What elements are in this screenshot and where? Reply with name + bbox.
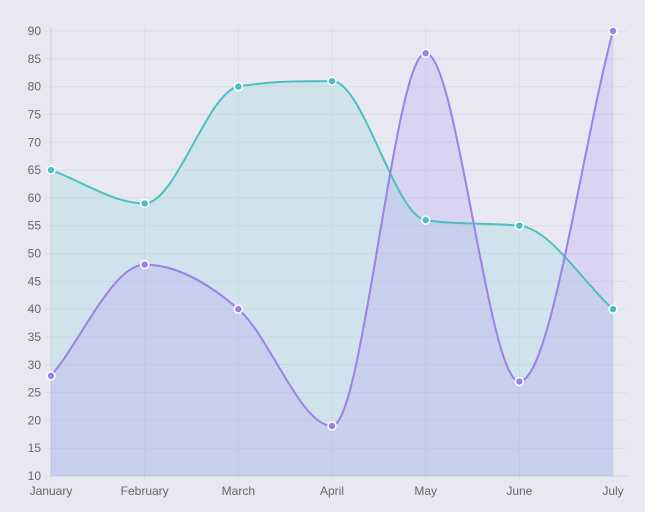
x-tick-label: March [222,484,255,498]
x-tick-label: July [602,484,623,498]
series-1-point[interactable] [139,198,150,209]
series-points [46,26,618,431]
series-2-point[interactable] [608,26,618,36]
series-2-point[interactable] [233,304,244,314]
series-2-area [51,31,613,476]
y-tick-label: 90 [28,24,42,38]
x-axis: January February March April May June July [30,484,624,498]
y-tick-label: 35 [28,330,42,344]
series-1-point[interactable] [233,81,244,92]
series-1-point[interactable] [514,220,525,231]
chart-grid [45,27,627,482]
y-tick-label: 25 [28,386,42,400]
y-tick-label: 20 [28,413,42,427]
y-tick-label: 45 [28,274,42,288]
x-tick-label: January [30,484,73,498]
y-tick-label: 75 [28,107,42,121]
series-1-point[interactable] [46,165,56,175]
y-tick-label: 80 [28,80,42,94]
y-tick-label: 50 [28,247,42,261]
series-2-point[interactable] [46,371,56,381]
y-tick-label: 60 [28,191,42,205]
series-2-point[interactable] [420,48,431,58]
y-tick-label: 10 [28,469,42,483]
y-tick-label: 85 [28,52,42,66]
y-tick-label: 55 [28,219,42,233]
x-tick-label: April [320,484,344,498]
x-tick-label: June [506,484,532,498]
series-fills [51,31,613,476]
series-2-point[interactable] [139,259,150,270]
series-1-point[interactable] [608,304,618,314]
y-tick-label: 70 [28,135,42,149]
y-tick-label: 65 [28,163,42,177]
y-tick-label: 40 [28,302,42,316]
series-1-area [51,81,613,476]
y-axis: 10 15 20 25 30 35 40 45 50 55 60 65 70 75 80 85 90 [28,24,42,483]
series-2-point[interactable] [327,421,337,431]
y-tick-label: 30 [28,358,42,372]
series-1-point[interactable] [327,76,337,86]
x-tick-label: May [414,484,437,498]
y-tick-label: 15 [28,441,42,455]
series-1-point[interactable] [420,215,431,225]
series-2-point[interactable] [514,376,525,387]
series-2-line [50,30,614,427]
x-tick-label: February [121,484,169,498]
